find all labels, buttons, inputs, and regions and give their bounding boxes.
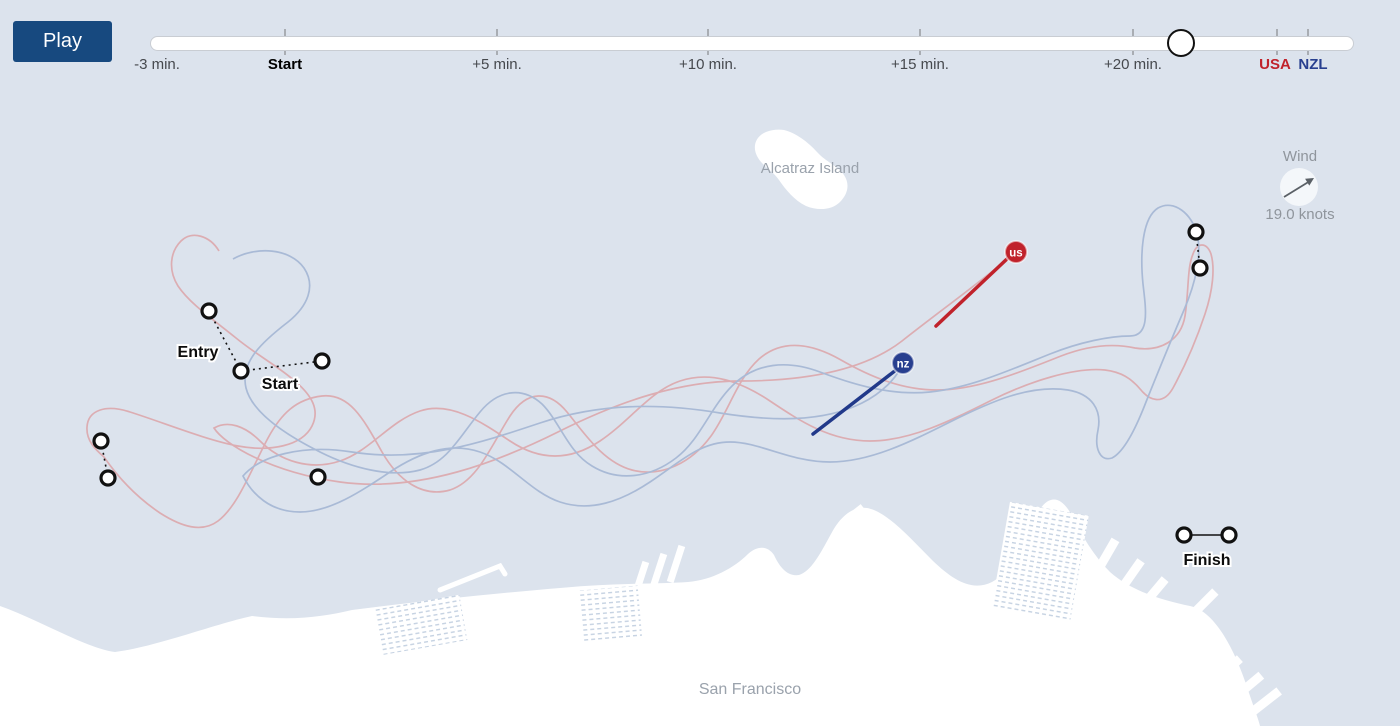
course-marker bbox=[1191, 259, 1209, 277]
start-label: Start bbox=[262, 376, 299, 393]
alcatraz-label: Alcatraz Island bbox=[761, 160, 859, 177]
nzl-trail bbox=[811, 368, 898, 436]
course-marker bbox=[99, 469, 117, 487]
nzl-track-history bbox=[232, 204, 1200, 513]
course-marker bbox=[232, 362, 250, 380]
timeline-tick-label: +5 min. bbox=[472, 56, 522, 73]
timeline-tick-label: USA bbox=[1259, 56, 1291, 73]
wind-speed: 19.0 knots bbox=[1265, 206, 1334, 223]
wind-widget: Wind 19.0 knots bbox=[1265, 148, 1334, 223]
timeline-tick-label: -3 min. bbox=[134, 56, 180, 73]
course-marker bbox=[92, 432, 110, 450]
nzl-boat-marker[interactable]: nz bbox=[891, 351, 915, 375]
course-marker bbox=[309, 468, 327, 486]
course-marker bbox=[200, 302, 218, 320]
wharf-piers bbox=[840, 504, 947, 603]
timeline-tick-label: NZL bbox=[1298, 56, 1328, 73]
timeline-track[interactable] bbox=[150, 36, 1354, 51]
embarcadero-piers bbox=[1090, 537, 1282, 717]
course-marker bbox=[1175, 526, 1193, 544]
course-marker bbox=[1220, 526, 1238, 544]
alcatraz-island bbox=[754, 129, 848, 210]
san-francisco-land bbox=[0, 499, 1282, 726]
timeline-tick-label: Start bbox=[267, 56, 303, 73]
timeline-tick-label: +10 min. bbox=[679, 56, 737, 73]
course-markers bbox=[92, 223, 1238, 544]
marina-breakwater bbox=[437, 562, 508, 593]
wind-arrow-icon bbox=[1283, 180, 1311, 198]
wind-title: Wind bbox=[1283, 148, 1317, 165]
usa-trail bbox=[934, 256, 1010, 328]
usa-track-history bbox=[86, 234, 1214, 529]
timeline-tick-label: +15 min. bbox=[891, 56, 949, 73]
finish-label: Finish bbox=[1183, 552, 1230, 569]
timeline-tick-label: +20 min. bbox=[1104, 56, 1162, 73]
entry-label: Entry bbox=[178, 344, 219, 361]
timeline-handle[interactable] bbox=[1167, 29, 1195, 57]
marina-docks bbox=[374, 501, 1089, 655]
usa-boat-label: us bbox=[1009, 248, 1022, 260]
wind-arrow-head bbox=[1305, 178, 1314, 186]
nzl-boat-label: nz bbox=[897, 359, 910, 371]
course-line bbox=[240, 360, 323, 372]
usa-boat-marker[interactable]: us bbox=[1004, 240, 1028, 264]
course-marker bbox=[313, 352, 331, 370]
play-button[interactable]: Play bbox=[13, 21, 112, 62]
san-francisco-label: San Francisco bbox=[699, 681, 801, 698]
course-marker bbox=[1187, 223, 1205, 241]
